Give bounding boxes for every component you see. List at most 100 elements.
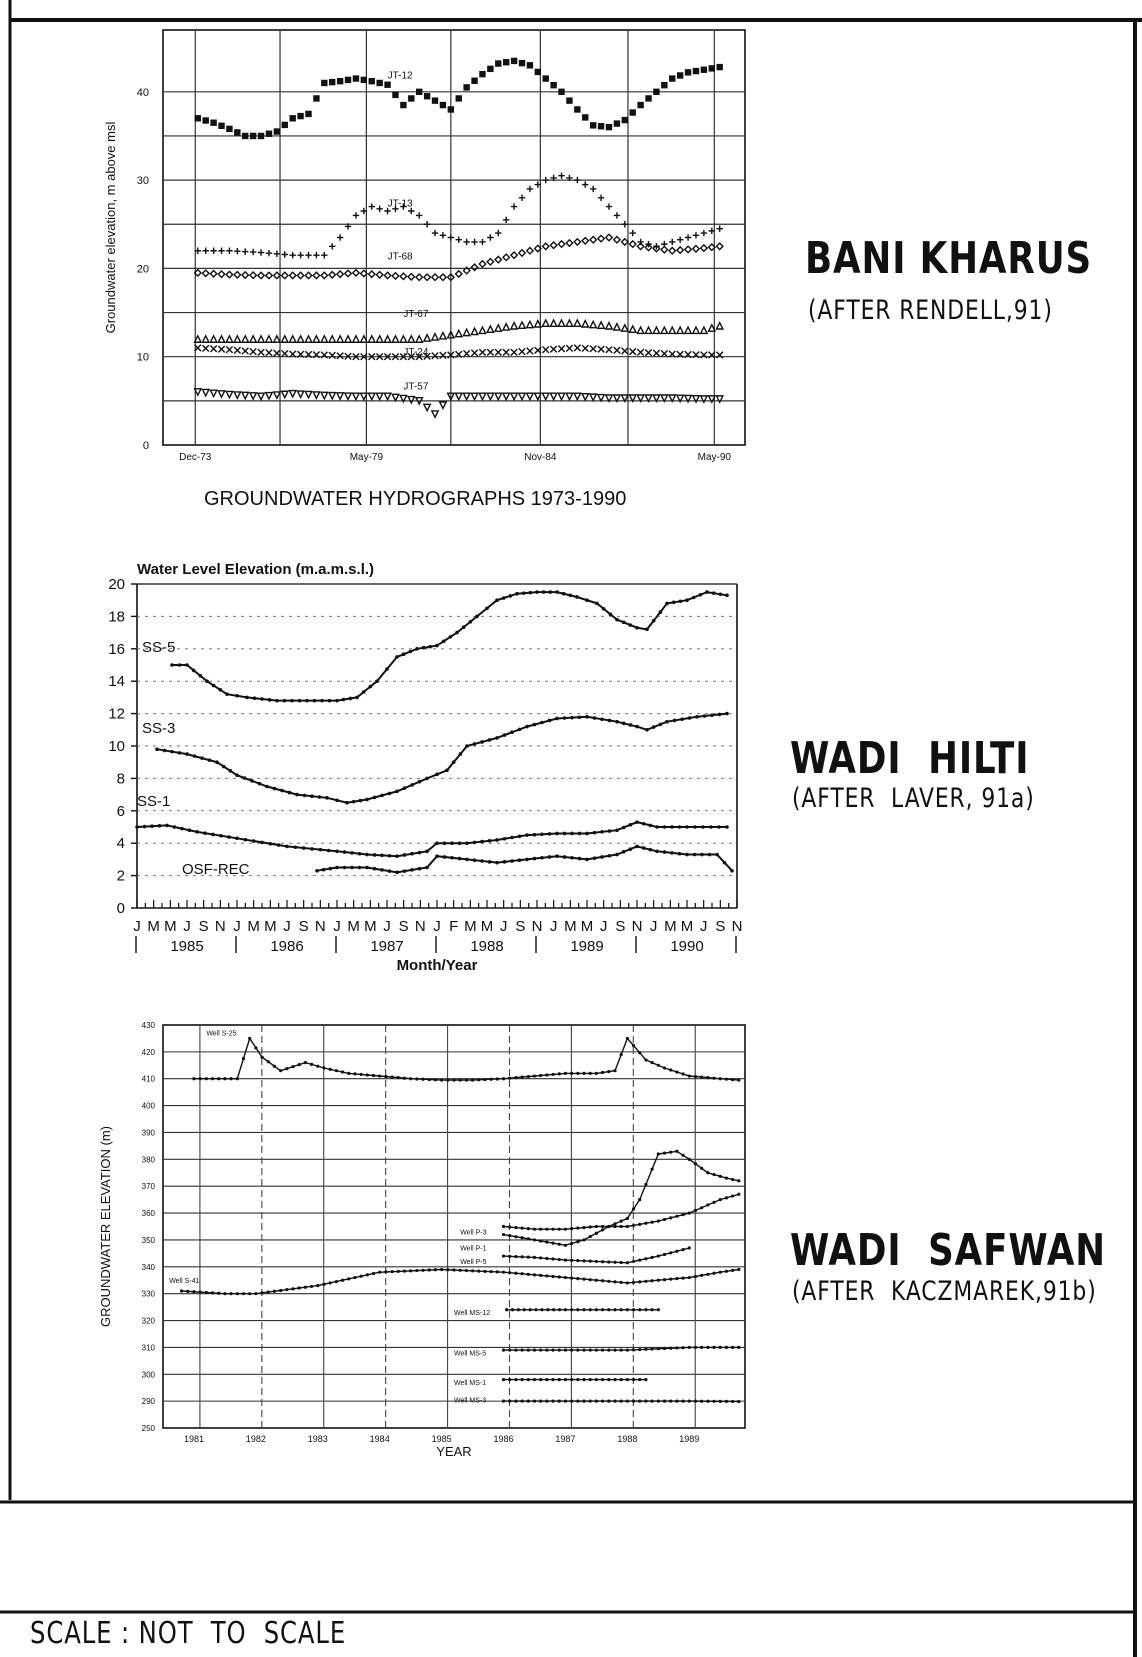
- chart1-point: [233, 346, 242, 354]
- chart1-point: [360, 76, 368, 84]
- chart2-point: [695, 715, 699, 719]
- chart1-point: [636, 242, 645, 251]
- chart1-point: [495, 60, 502, 67]
- chart2-point: [335, 849, 339, 854]
- chart1-point: [558, 172, 565, 179]
- chart1-point: [407, 353, 415, 361]
- chart2-point: [540, 720, 544, 725]
- chart2-y-tick-label: 2: [117, 868, 125, 885]
- chart3-point: [737, 1078, 741, 1082]
- chart3-point: [582, 1259, 586, 1263]
- chart1-point: [392, 91, 399, 99]
- chart1-point: [645, 95, 652, 102]
- chart1-point: [217, 269, 226, 279]
- chart3-point: [700, 1273, 704, 1277]
- chart1-point: [667, 394, 677, 403]
- chart1-point: [478, 325, 487, 335]
- chart1-x-tick-label: Dec-73: [179, 452, 212, 463]
- chart2-point: [635, 625, 639, 630]
- chart2-point: [501, 596, 506, 600]
- chart2-month-label: S: [399, 918, 409, 935]
- chart1-point: [501, 392, 511, 402]
- chart1-point: [612, 322, 622, 331]
- chart1-point: [574, 106, 581, 113]
- chart1-point: [573, 344, 582, 352]
- chart2-point: [480, 839, 484, 844]
- chart2-point: [691, 595, 696, 600]
- chart3-point: [551, 1274, 555, 1279]
- chart1-point: [312, 391, 321, 400]
- chart2-point: [372, 853, 377, 857]
- chart3-point: [582, 1348, 586, 1352]
- chart2-point: [310, 794, 314, 799]
- chart3-point: [588, 1234, 592, 1239]
- chart3-point: [501, 1399, 506, 1403]
- chart2-point: [517, 727, 522, 732]
- chart2-point: [615, 852, 619, 857]
- chart1-point: [328, 351, 336, 360]
- chart1-point: [201, 334, 211, 343]
- chart2-point: [468, 620, 473, 624]
- chart3-point: [563, 1348, 568, 1352]
- chart3-series-label: Well S-25: [206, 1031, 236, 1038]
- chart3-point: [514, 1378, 518, 1382]
- chart3-x-tick-label: 1989: [679, 1434, 699, 1444]
- chart1-point: [660, 245, 669, 254]
- chart1-point: [541, 242, 550, 251]
- chart1-point: [637, 238, 644, 246]
- chart3-point: [656, 1063, 660, 1067]
- chart3-point: [638, 1378, 642, 1382]
- chart1-point: [463, 238, 470, 246]
- chart2-point: [577, 831, 582, 836]
- chart3-point: [532, 1227, 537, 1231]
- chart2-series-SS-1: [135, 820, 729, 858]
- chart1-point: [439, 351, 447, 360]
- chart2-point: [387, 869, 392, 873]
- chart1-point: [478, 392, 487, 402]
- chart3-point: [204, 1290, 208, 1295]
- chart1-point: [533, 392, 543, 402]
- chart1-point: [502, 59, 510, 66]
- chart2-point: [170, 663, 174, 667]
- chart2-point: [671, 600, 676, 605]
- chart2-point: [372, 866, 377, 871]
- chart3-point: [576, 1071, 580, 1075]
- chart3-point: [600, 1260, 605, 1264]
- chart2-point: [525, 857, 529, 862]
- chart2-point: [177, 751, 182, 755]
- chart2-point: [517, 834, 522, 839]
- chart3-point: [613, 1260, 617, 1264]
- chart2-point: [380, 793, 384, 798]
- chart2-point: [387, 791, 392, 796]
- chart3-point: [650, 1061, 654, 1065]
- chart1-point: [699, 325, 709, 335]
- chart2-point: [508, 594, 513, 598]
- chart1-point: [493, 392, 503, 402]
- chart3-point: [421, 1077, 425, 1081]
- chart2-series-SS-3: [155, 711, 729, 805]
- chart3-point: [217, 1291, 221, 1295]
- chart1-point: [478, 259, 487, 269]
- chart1-point: [438, 401, 448, 411]
- chart1-point: [257, 132, 265, 140]
- chart2-point: [562, 855, 567, 859]
- chart3-series-line: [194, 1036, 739, 1081]
- chart3-point: [724, 1269, 729, 1273]
- chart3-point: [470, 1078, 475, 1082]
- chart2-point: [730, 868, 734, 873]
- chart1-point: [518, 59, 526, 67]
- chart2-point: [532, 722, 537, 727]
- chart1-point: [202, 117, 209, 124]
- chart3-y-tick-label: 370: [142, 1182, 156, 1191]
- chart2-point: [442, 841, 447, 845]
- chart2-point: [715, 852, 719, 857]
- chart1-point: [541, 318, 551, 328]
- chart3-point: [619, 1224, 623, 1229]
- chart1-point: [319, 391, 329, 401]
- chart3-x-tick-label: 1986: [494, 1434, 514, 1444]
- chart1-point: [430, 273, 440, 282]
- chart2-month-label: J: [433, 918, 441, 935]
- chart3-point: [340, 1070, 345, 1074]
- chart1-point: [716, 63, 723, 71]
